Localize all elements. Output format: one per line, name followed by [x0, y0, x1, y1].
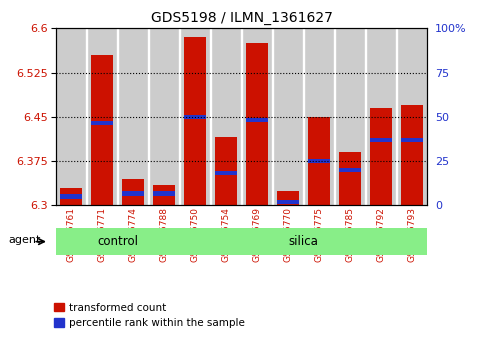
Bar: [215, 171, 237, 175]
Bar: [366, 28, 397, 205]
Title: GDS5198 / ILMN_1361627: GDS5198 / ILMN_1361627: [151, 11, 332, 24]
Bar: [401, 105, 423, 205]
Bar: [122, 179, 144, 205]
Bar: [60, 188, 82, 205]
Bar: [272, 28, 273, 205]
Bar: [86, 28, 117, 205]
Bar: [339, 152, 361, 205]
Bar: [246, 43, 268, 205]
Bar: [91, 55, 113, 205]
Text: agent: agent: [8, 235, 41, 245]
Text: silica: silica: [288, 235, 318, 248]
Bar: [60, 194, 82, 199]
Bar: [215, 137, 237, 205]
Bar: [210, 28, 211, 205]
Bar: [277, 190, 299, 205]
Bar: [180, 228, 427, 255]
Bar: [179, 28, 180, 205]
Bar: [272, 28, 303, 205]
Bar: [396, 28, 397, 205]
Bar: [122, 192, 144, 196]
Bar: [153, 185, 175, 205]
Bar: [180, 28, 211, 205]
Bar: [370, 138, 392, 143]
Bar: [303, 28, 334, 205]
Bar: [148, 28, 149, 205]
Bar: [242, 28, 272, 205]
Bar: [56, 228, 180, 255]
Bar: [184, 37, 206, 205]
Bar: [246, 118, 268, 122]
Bar: [339, 168, 361, 172]
Bar: [56, 28, 86, 205]
Text: control: control: [97, 235, 138, 248]
Bar: [401, 138, 423, 143]
Bar: [149, 28, 180, 205]
Bar: [117, 28, 118, 205]
Bar: [308, 159, 330, 163]
Bar: [86, 28, 87, 205]
Legend: transformed count, percentile rank within the sample: transformed count, percentile rank withi…: [54, 303, 245, 328]
Bar: [334, 28, 366, 205]
Bar: [334, 28, 335, 205]
Bar: [91, 121, 113, 125]
Bar: [211, 28, 242, 205]
Bar: [308, 117, 330, 205]
Bar: [184, 115, 206, 119]
Bar: [277, 200, 299, 205]
Bar: [397, 28, 427, 205]
Bar: [241, 28, 242, 205]
Bar: [153, 192, 175, 196]
Bar: [303, 28, 304, 205]
Bar: [117, 28, 149, 205]
Bar: [370, 108, 392, 205]
Bar: [365, 28, 366, 205]
